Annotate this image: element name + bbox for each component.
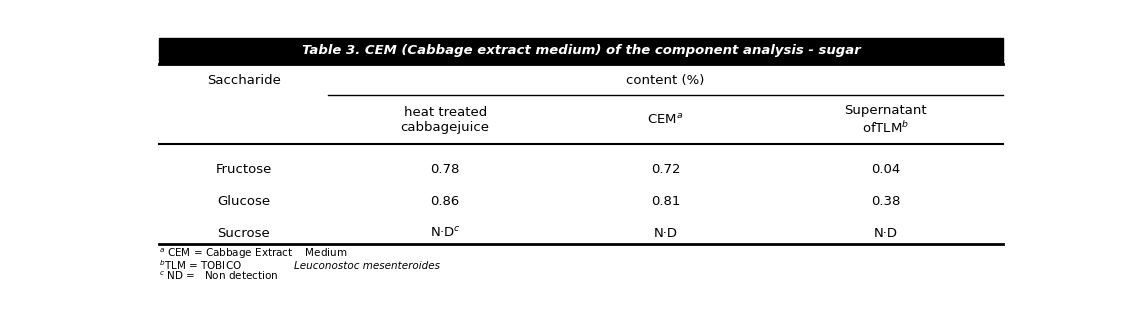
Text: Fructose: Fructose	[215, 163, 272, 176]
Text: 0.04: 0.04	[871, 163, 900, 176]
Text: Saccharide: Saccharide	[206, 74, 280, 87]
Text: N·D$^c$: N·D$^c$	[430, 226, 460, 240]
Bar	[159, 38, 1002, 64]
Text: 0.38: 0.38	[871, 195, 900, 208]
Text: Glucose: Glucose	[217, 195, 270, 208]
Text: $^a$ CEM = Cabbage Extract    Medium: $^a$ CEM = Cabbage Extract Medium	[159, 247, 348, 261]
Text: $^b$TLM = TOBICO: $^b$TLM = TOBICO	[159, 259, 243, 272]
Text: CEM$^a$: CEM$^a$	[648, 113, 684, 127]
Text: Sucrose: Sucrose	[218, 227, 270, 240]
Text: 0.78: 0.78	[431, 163, 460, 176]
Text: N·D: N·D	[874, 227, 898, 240]
Text: 0.86: 0.86	[431, 195, 460, 208]
Text: content (%): content (%)	[626, 74, 704, 87]
Text: $^c$ ND =   Non detection: $^c$ ND = Non detection	[159, 270, 279, 282]
Text: Supernatant
ofTLM$^b$: Supernatant ofTLM$^b$	[845, 104, 928, 136]
Text: Leuconostoc mesenteroides: Leuconostoc mesenteroides	[294, 261, 440, 270]
Text: 0.81: 0.81	[651, 195, 680, 208]
Text: 0.72: 0.72	[651, 163, 680, 176]
Text: Table 3. CEM (Cabbage extract medium) of the component analysis - sugar: Table 3. CEM (Cabbage extract medium) of…	[302, 44, 861, 57]
Text: N·D: N·D	[653, 227, 677, 240]
Text: heat treated
cabbagejuice: heat treated cabbagejuice	[400, 106, 490, 134]
